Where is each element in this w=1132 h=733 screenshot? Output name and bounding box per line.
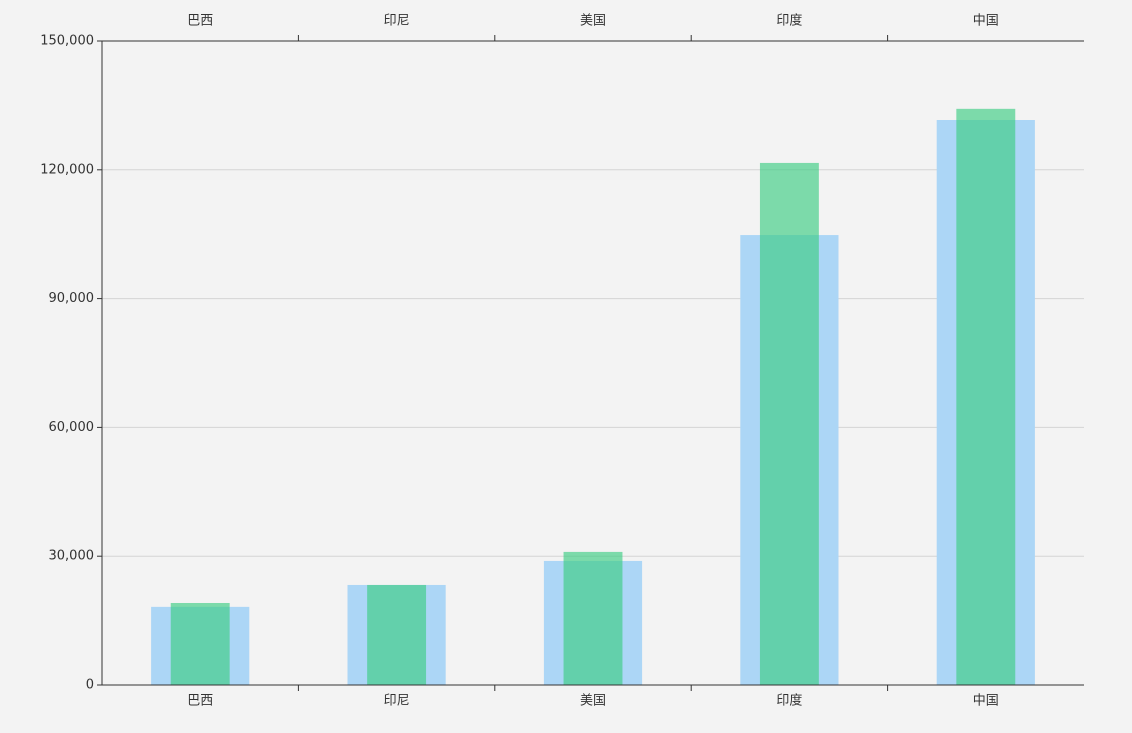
y-tick-label: 60,000 — [49, 420, 95, 435]
x-tick-label: 中国 — [973, 694, 999, 709]
top-tick-label: 巴西 — [187, 14, 213, 29]
bar — [367, 584, 427, 685]
y-tick-label: 30,000 — [49, 549, 95, 564]
x-tick-label: 美国 — [580, 694, 606, 709]
top-tick-label: 印度 — [776, 13, 802, 29]
top-tick-label: 印尼 — [384, 14, 410, 29]
x-tick-label: 巴西 — [187, 694, 213, 709]
bar — [170, 602, 230, 685]
y-tick-label: 0 — [86, 678, 94, 693]
top-tick-label: 中国 — [973, 14, 999, 29]
y-tick-label: 120,000 — [40, 162, 94, 177]
y-tick-label: 150,000 — [40, 34, 94, 49]
bar — [563, 551, 623, 685]
x-tick-label: 印尼 — [384, 694, 410, 709]
x-tick-label: 印度 — [776, 693, 802, 709]
y-tick-label: 90,000 — [49, 291, 95, 306]
bar — [956, 108, 1016, 686]
bar — [759, 162, 819, 685]
top-tick-label: 美国 — [580, 14, 606, 29]
